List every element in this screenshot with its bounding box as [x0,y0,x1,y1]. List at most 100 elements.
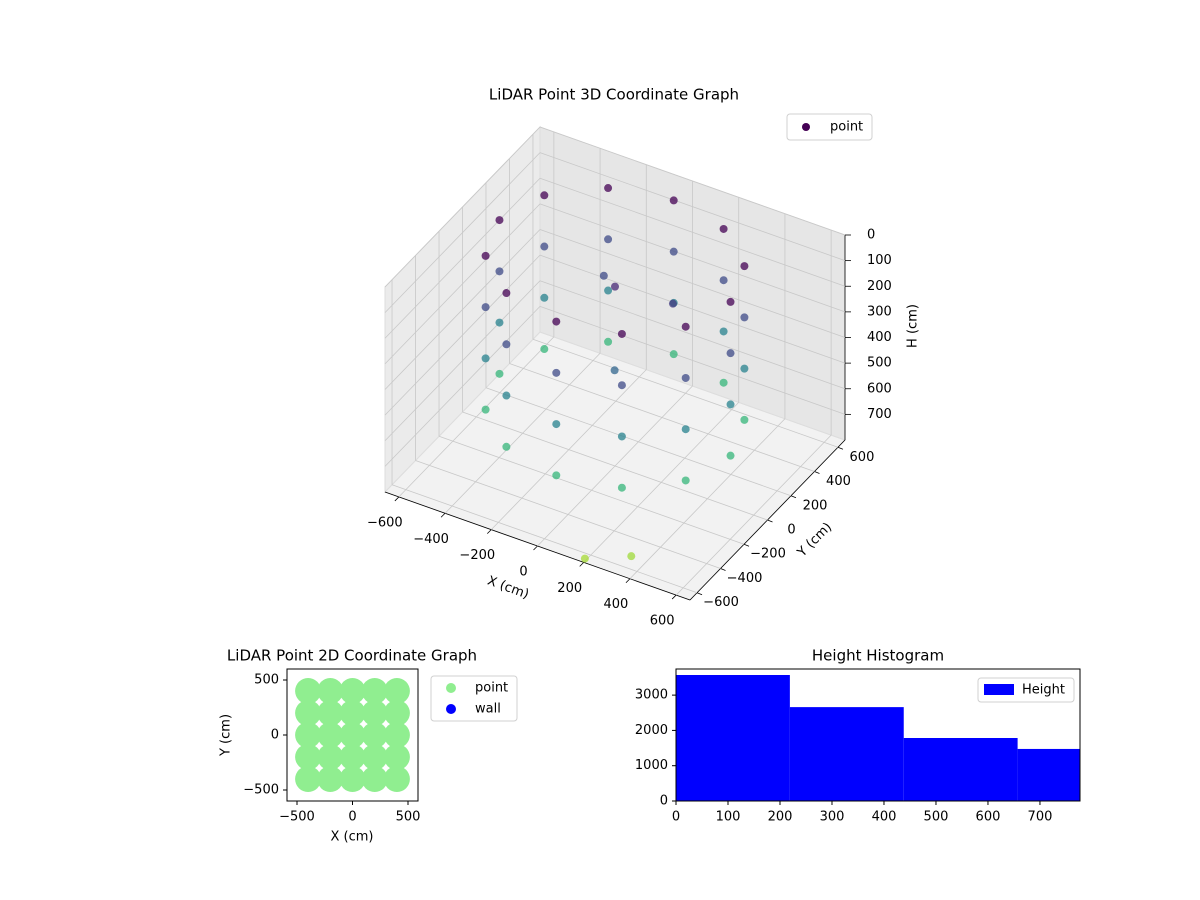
point [611,282,619,291]
y-tick-label: 2000 [635,723,668,738]
grid-line [384,280,541,442]
point [740,364,749,373]
z-axis-label: H (cm) [906,304,921,348]
point [669,350,678,359]
legend-label: point [830,120,863,135]
x-tick-label: −500 [279,810,315,825]
point [383,744,410,770]
point [726,349,735,358]
x-tick-label: −200 [459,548,495,563]
point [681,322,690,331]
y-tick-label: 3000 [635,688,668,703]
z-tick-label: 700 [867,407,892,422]
y-tick-label: 500 [254,673,279,688]
point [495,216,504,225]
y-tick-label: −500 [243,783,279,798]
grid-line [539,203,846,313]
point [610,366,619,375]
legend-swatch [984,684,1014,695]
z-tick-label: 500 [867,356,892,371]
legend-label: wall [475,702,501,717]
x-tick-label: −600 [367,515,403,530]
point [726,400,735,409]
point [726,451,735,460]
point [481,303,490,312]
point [552,368,561,377]
point [540,191,549,200]
x-tick [579,562,584,567]
point [383,766,410,792]
point [317,744,344,770]
x-tick-label: 700 [1028,810,1053,825]
point [317,678,344,704]
y-tick [837,446,844,450]
y-tick [696,592,703,596]
point [295,700,322,726]
grid-line [384,152,541,313]
point [361,766,388,792]
grid-line [415,460,721,569]
x-tick-label: 500 [924,810,949,825]
x-tick-label: 0 [672,810,680,825]
legend-box [430,675,518,722]
point [604,286,613,295]
plot-area [676,675,1080,801]
point [740,262,749,271]
x-tick-label: 200 [557,581,582,596]
point [669,196,678,205]
z-tick-label: 600 [867,381,892,396]
plot-area [295,678,410,792]
point [681,476,690,485]
x-tick-label: 500 [396,810,421,825]
point [502,289,511,298]
grid-line [539,126,846,236]
y-tick-label: 0 [787,523,795,538]
x-axis-label: X (cm) [331,830,374,845]
point [719,276,728,285]
point [383,722,410,748]
x-tick-label: 100 [716,810,741,825]
grid-line [384,306,541,467]
point [627,552,636,561]
x-tick-label: 0 [348,810,356,825]
point [580,554,589,563]
grid-line [384,126,541,288]
point [617,432,626,441]
y-tick-label: 0 [660,794,668,809]
y-tick-label: 400 [826,474,851,489]
grid-line [539,229,846,338]
point [719,378,728,387]
legend-label: point [475,681,508,696]
point [617,329,626,338]
grid-line [462,411,768,521]
point [668,299,677,308]
point [295,766,322,792]
y-tick-label: 1000 [635,758,668,773]
y-tick [720,568,726,571]
x-tick [394,496,400,502]
legend-marker [802,123,810,131]
point [481,251,490,260]
grid-line [391,484,698,594]
point [604,337,613,346]
point [726,297,735,306]
chart-title: LiDAR Point 2D Coordinate Graph [227,647,477,665]
z-tick-label: 100 [867,253,892,268]
point [481,354,490,363]
point [681,425,690,434]
point [383,700,410,726]
y-tick [790,495,797,499]
x-tick [533,545,538,551]
point [339,678,366,704]
point [740,313,749,322]
y-tick-label: 0 [271,728,279,743]
point [339,744,366,770]
legend-box [786,113,873,141]
z-tick-label: 200 [867,279,892,294]
point [361,700,388,726]
point [383,678,410,704]
point [540,242,549,251]
z-tick-label: 400 [867,330,892,345]
point [502,442,511,451]
